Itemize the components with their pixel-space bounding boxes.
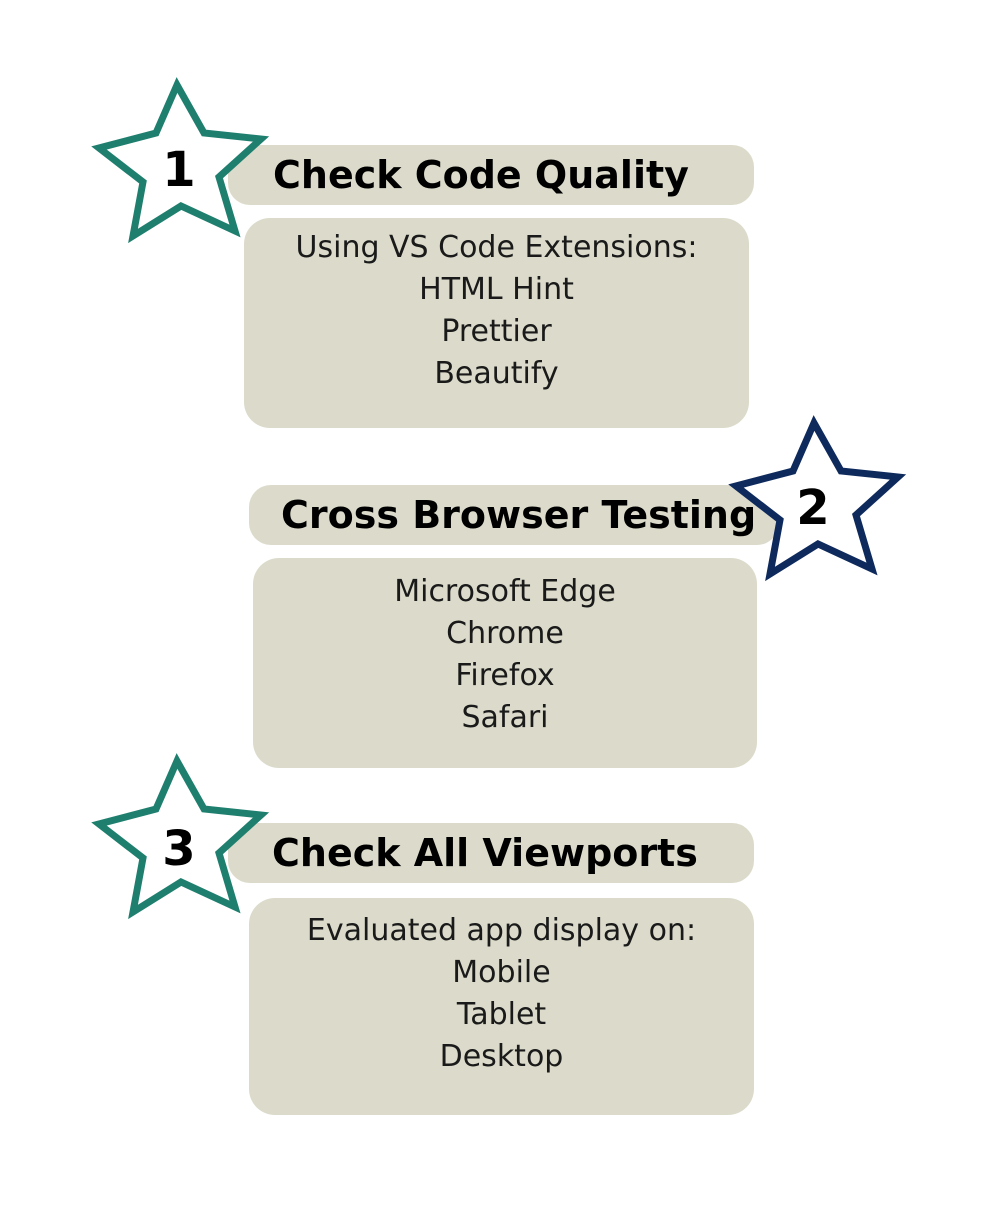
step-1-line-2: HTML Hint [419, 272, 574, 307]
star-shape-2 [728, 415, 907, 582]
step-1-line-1: Using VS Code Extensions: [295, 230, 698, 265]
step-3-line-2: Mobile [452, 955, 551, 990]
step-1-header: Check Code Quality [228, 145, 754, 205]
star-shape-1 [91, 77, 270, 244]
star-icon-1 [91, 77, 270, 244]
step-1-number: 1 [162, 142, 196, 198]
step-1-line-3: Prettier [441, 314, 552, 349]
step-3-line-3: Tablet [456, 997, 547, 1032]
step-3-header: Check All Viewports [228, 823, 754, 883]
step-3-line-4: Desktop [439, 1039, 564, 1074]
star-shape-3 [91, 753, 270, 920]
star-polygon-2 [728, 415, 907, 582]
step-3-number: 3 [162, 821, 196, 877]
step-3-details: Evaluated app display on: Mobile Tablet … [249, 898, 754, 1115]
step-1-line-4: Beautify [434, 356, 559, 391]
star-icon-3 [91, 753, 270, 920]
star-icon-2 [728, 415, 907, 582]
step-2-title: Cross Browser Testing [281, 493, 757, 537]
step-2-details: Microsoft Edge Chrome Firefox Safari [253, 558, 757, 768]
star-polygon-3 [91, 753, 270, 920]
step-2-line-1: Microsoft Edge [394, 574, 616, 609]
step-1-title: Check Code Quality [273, 153, 689, 197]
step-2-line-4: Safari [461, 700, 549, 735]
step-2-line-3: Firefox [455, 658, 555, 693]
step-2-number: 2 [796, 480, 830, 536]
step-2-header: Cross Browser Testing [249, 485, 779, 545]
step-3-line-1: Evaluated app display on: [306, 913, 697, 948]
step-3-title: Check All Viewports [272, 831, 698, 875]
star-polygon-1 [91, 77, 270, 244]
step-1-details: Using VS Code Extensions: HTML Hint Pret… [244, 218, 749, 428]
step-2-line-2: Chrome [446, 616, 564, 651]
